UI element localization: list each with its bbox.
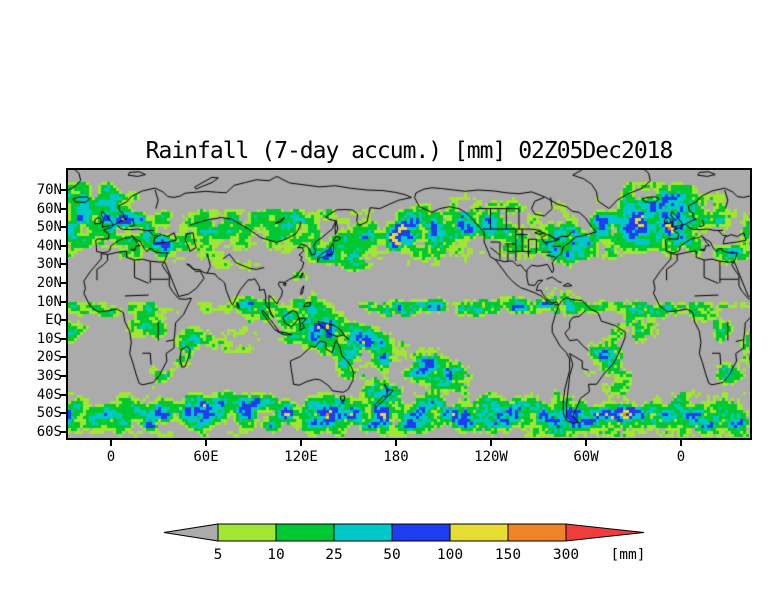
colorbar-tick-label: 150 xyxy=(495,547,521,563)
x-tick-label: 0 xyxy=(676,449,686,465)
chart-title: Rainfall (7-day accum.) [mm] 02Z05Dec201… xyxy=(145,138,674,164)
colorbar-segment xyxy=(275,523,335,542)
colorbar-tick-label: 25 xyxy=(325,547,342,563)
y-axis-tick xyxy=(60,301,66,303)
colorbar-segment xyxy=(217,523,277,542)
x-axis-tick xyxy=(680,440,682,446)
x-tick-label: 120E xyxy=(284,449,318,465)
x-axis-tick xyxy=(110,440,112,446)
colorbar-unit-label: [mm] xyxy=(611,547,646,563)
y-tick-label: 50S xyxy=(36,405,62,421)
y-tick-label: 30S xyxy=(36,368,62,384)
y-axis-tick xyxy=(60,394,66,396)
colorbar-tick-label: 5 xyxy=(214,547,223,563)
y-tick-label: 60N xyxy=(36,201,62,217)
y-axis-tick xyxy=(60,338,66,340)
colorbar-tick-label: 100 xyxy=(437,547,463,563)
y-tick-label: 70N xyxy=(36,182,62,198)
y-axis-tick xyxy=(60,263,66,265)
colorbar-below-min-arrow xyxy=(163,523,219,542)
y-tick-label: 20N xyxy=(36,275,62,291)
x-tick-label: 120W xyxy=(474,449,508,465)
x-axis-tick xyxy=(300,440,302,446)
y-axis-tick xyxy=(60,189,66,191)
y-tick-label: 50N xyxy=(36,219,62,235)
y-tick-label: 30N xyxy=(36,256,62,272)
y-tick-label: EQ xyxy=(45,312,62,328)
y-axis-tick xyxy=(60,319,66,321)
colorbar-segment xyxy=(507,523,567,542)
colorbar-legend: 5 10 25 50 100 150 300 [mm] xyxy=(163,523,646,563)
y-tick-label: 40S xyxy=(36,387,62,403)
colorbar-segment xyxy=(449,523,509,542)
x-axis-tick xyxy=(205,440,207,446)
x-tick-label: 180 xyxy=(383,449,409,465)
y-axis-tick xyxy=(60,208,66,210)
x-axis-tick xyxy=(490,440,492,446)
colorbar-tick-label: 300 xyxy=(553,547,579,563)
x-tick-label: 0 xyxy=(106,449,116,465)
y-axis-tick xyxy=(60,431,66,433)
map-plot-frame xyxy=(66,168,752,440)
x-tick-label: 60E xyxy=(193,449,219,465)
y-tick-label: 10N xyxy=(36,294,62,310)
y-tick-label: 40N xyxy=(36,238,62,254)
colorbar-tick-label: 50 xyxy=(383,547,400,563)
colorbar-segment xyxy=(333,523,393,542)
colorbar-segment xyxy=(391,523,451,542)
y-tick-label: 60S xyxy=(36,424,62,440)
colorbar-tick-label: 10 xyxy=(267,547,284,563)
y-axis-tick xyxy=(60,356,66,358)
colorbar-above-max-arrow xyxy=(565,523,645,542)
x-axis-tick xyxy=(395,440,397,446)
world-rainfall-map-canvas xyxy=(68,170,750,438)
y-tick-label: 20S xyxy=(36,349,62,365)
x-tick-label: 60W xyxy=(573,449,599,465)
y-axis-tick xyxy=(60,226,66,228)
y-tick-label: 10S xyxy=(36,331,62,347)
y-axis-tick xyxy=(60,375,66,377)
y-axis-tick xyxy=(60,282,66,284)
y-axis-tick xyxy=(60,245,66,247)
y-axis-tick xyxy=(60,412,66,414)
x-axis-tick xyxy=(585,440,587,446)
